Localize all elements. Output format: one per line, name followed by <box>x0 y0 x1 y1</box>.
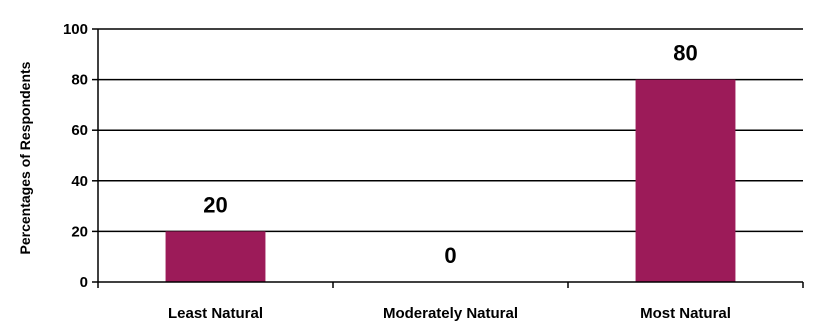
y-tick-label: 40 <box>71 173 88 190</box>
y-tick-label: 100 <box>63 21 88 38</box>
y-tick-label: 20 <box>71 223 88 240</box>
x-tick-labels: Least Natural Moderately Natural Most Natu… <box>168 305 731 322</box>
y-tick-label: 80 <box>71 72 88 89</box>
data-label: 0 <box>444 243 456 268</box>
data-label: 80 <box>673 41 697 66</box>
y-tick-label: 60 <box>71 122 88 139</box>
axes <box>97 29 804 288</box>
category-label: Most Natural <box>640 305 731 322</box>
category-label: Moderately Natural <box>383 305 518 322</box>
category-label: Least Natural <box>168 305 263 322</box>
y-tick-label: 0 <box>80 274 88 291</box>
data-label: 20 <box>203 192 227 217</box>
y-axis-title: Percentages of Respondents <box>17 61 33 254</box>
bars <box>165 79 736 282</box>
data-labels: 20 0 80 <box>203 41 697 268</box>
bar <box>165 231 266 282</box>
y-tick-labels: 0 20 40 60 80 100 <box>63 21 88 291</box>
bar <box>635 79 736 282</box>
